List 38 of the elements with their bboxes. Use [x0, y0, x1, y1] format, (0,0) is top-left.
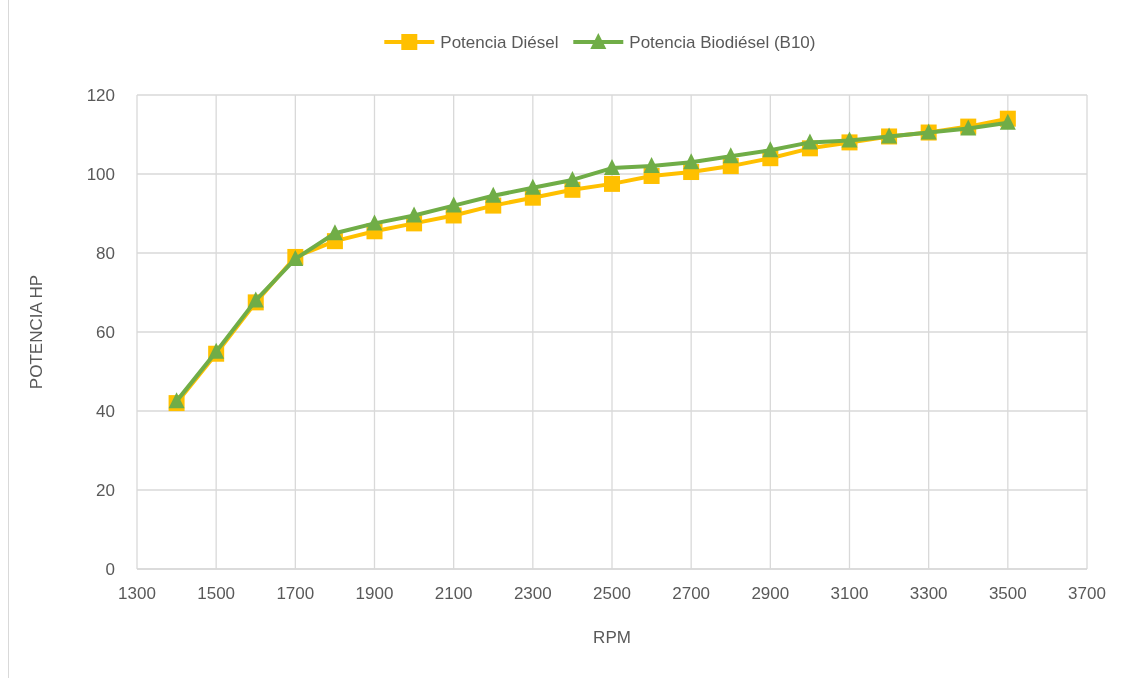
y-tick-label: 120	[86, 85, 115, 105]
x-tick-label: 1500	[197, 583, 236, 603]
x-tick-label: 2700	[672, 583, 711, 603]
x-tick-label: 3700	[1068, 583, 1106, 603]
x-tick-label: 3100	[830, 583, 869, 603]
x-tick-label: 2300	[513, 583, 552, 603]
x-tick-label: 3300	[909, 583, 948, 603]
point	[485, 186, 502, 203]
point	[762, 141, 779, 158]
y-tick-label: 80	[96, 243, 115, 263]
point	[683, 153, 700, 170]
point	[406, 206, 423, 223]
y-tick-label: 60	[96, 322, 115, 342]
legend-label: Potencia Diésel	[440, 32, 559, 52]
point	[326, 224, 343, 241]
point	[445, 196, 462, 213]
point	[643, 157, 660, 174]
x-tick-label: 1700	[276, 583, 315, 603]
point	[366, 214, 383, 231]
y-tick-label: 0	[105, 559, 115, 579]
x-tick-label: 2100	[434, 583, 473, 603]
point	[564, 170, 581, 187]
x-tick-label: 1300	[118, 583, 156, 603]
legend-label: Potencia Biodiésel (B10)	[629, 32, 816, 52]
x-axis-title: RPM	[593, 627, 631, 647]
x-tick-label: 1900	[355, 583, 394, 603]
x-tick-label: 2900	[751, 583, 790, 603]
x-tick-label: 3500	[988, 583, 1027, 603]
y-tick-label: 100	[86, 164, 115, 184]
point	[524, 178, 541, 195]
y-tick-label: 40	[96, 401, 115, 421]
point	[801, 133, 818, 150]
y-tick-label: 20	[96, 480, 115, 500]
point	[604, 175, 620, 192]
point	[604, 159, 620, 176]
point	[722, 147, 739, 164]
y-axis-title: POTENCIA HP	[26, 274, 46, 390]
x-tick-label: 2500	[593, 583, 631, 603]
